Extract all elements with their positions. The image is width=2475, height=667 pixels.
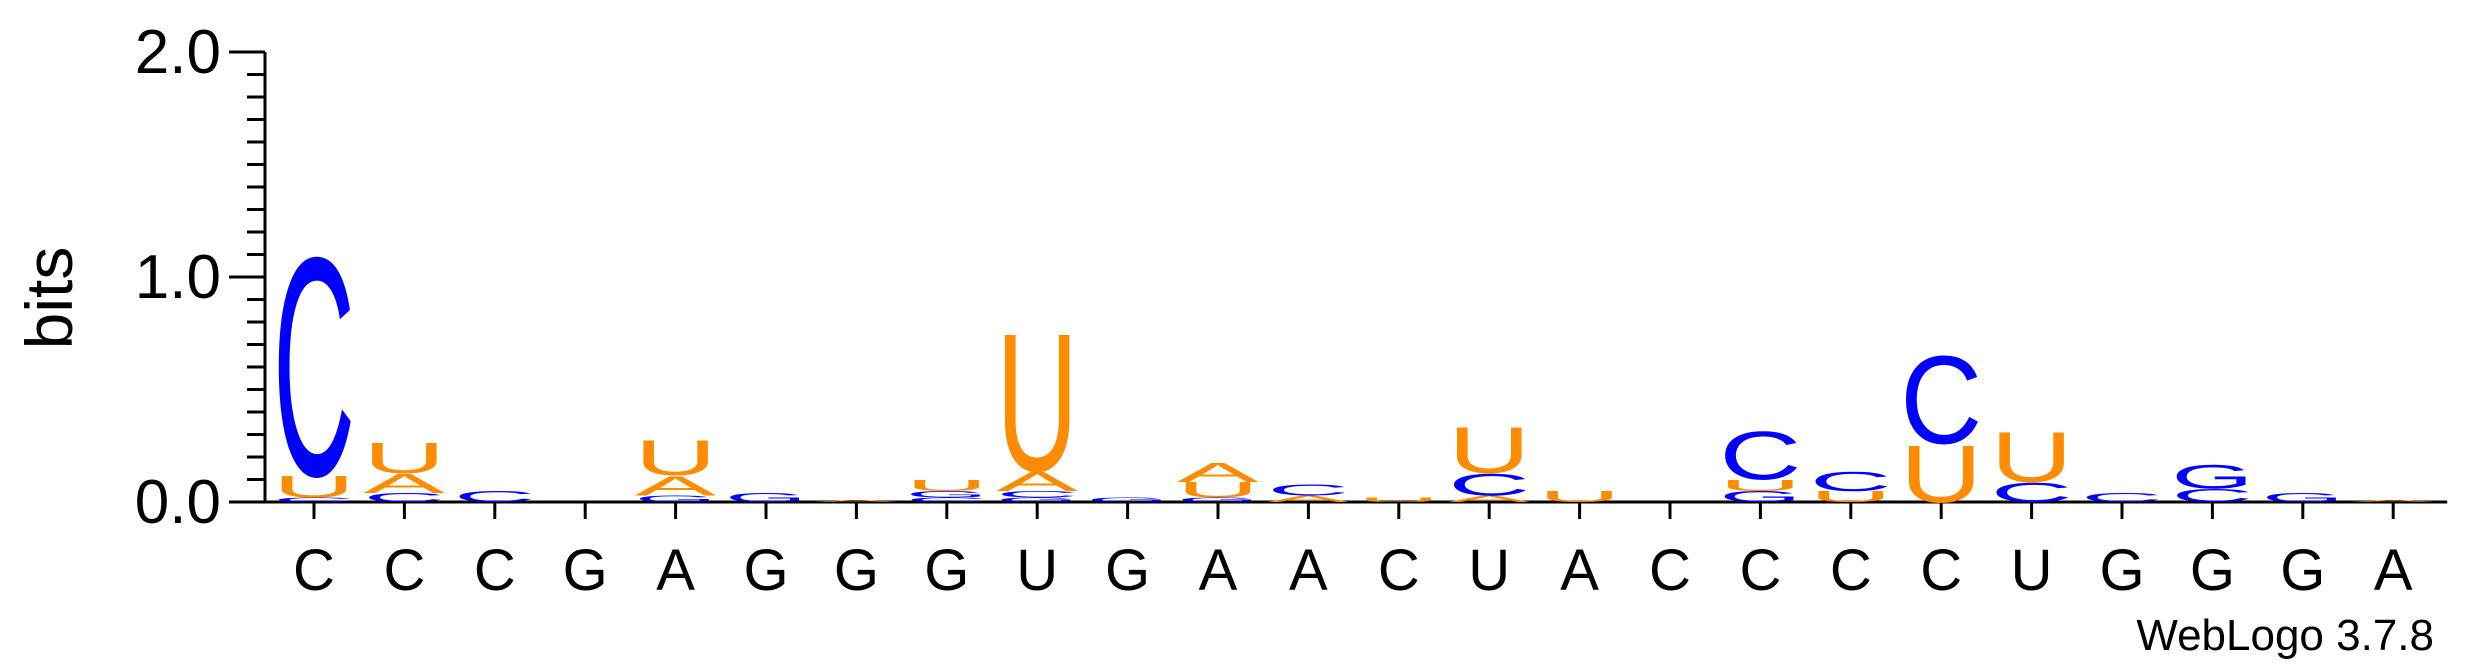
letter-stack: CU	[1991, 417, 2073, 508]
letter-C: C	[906, 496, 988, 503]
letter-C: C	[273, 496, 355, 503]
letter-stack: GUC	[1719, 417, 1801, 505]
x-tick-label: C	[474, 538, 516, 603]
letter-A: A	[815, 499, 897, 502]
letter-stack: UC	[1900, 331, 1982, 519]
letter-C: C	[2081, 491, 2163, 505]
x-tick-label: U	[2011, 538, 2053, 603]
letter-G: G	[2171, 457, 2253, 496]
x-tick-label: U	[1016, 538, 1058, 603]
x-tick-label: A	[2374, 538, 2413, 603]
letter-stack: G	[2262, 491, 2344, 505]
y-tick-label: 2.0	[135, 18, 221, 87]
x-tick-label: G	[2099, 538, 2144, 603]
letter-stack: CAU	[363, 434, 446, 505]
letter-A: A	[2352, 499, 2434, 502]
letter-stack: GAU	[635, 430, 718, 504]
letter-C: C	[1448, 467, 1530, 502]
letter-stack: G	[1087, 496, 1169, 503]
letter-G: G	[1087, 496, 1169, 503]
x-tick-label: A	[1289, 538, 1328, 603]
letter-stack: CG	[2171, 457, 2253, 506]
y-axis-label: bits	[12, 247, 86, 350]
letter-stack: AC	[1267, 481, 1349, 504]
letter-U: U	[1900, 429, 1982, 520]
letter-stack: UC	[1810, 465, 1892, 505]
x-tick-label: C	[1378, 538, 1420, 603]
letter-U: U	[1448, 413, 1530, 487]
letter-A: A	[1267, 494, 1349, 504]
letter-A: A	[996, 465, 1079, 496]
letter-stack: CGU	[906, 477, 988, 504]
letter-stack: A	[2352, 499, 2434, 502]
y-tick-label: 1.0	[135, 243, 221, 312]
x-tick-label: G	[2280, 538, 2325, 603]
letter-stack: U	[1539, 488, 1621, 505]
letter-C: C	[1900, 331, 1982, 470]
letter-U: U	[906, 477, 988, 494]
y-axis: 0.0 1.0 2.0	[135, 18, 267, 537]
weblogo-version-label: WebLogo 3.7.8	[2136, 611, 2434, 660]
letter-U: U	[1810, 488, 1892, 505]
letter-A: A	[1448, 494, 1530, 504]
x-tick-label: G	[1105, 538, 1150, 603]
letter-C: C	[1810, 465, 1892, 497]
letter-stack: A	[815, 499, 897, 502]
letter-A: A	[363, 468, 446, 499]
letter-U: U	[273, 469, 355, 504]
letter-U: U	[1177, 478, 1259, 502]
letter-G: G	[1719, 488, 1801, 505]
x-tick-label: C	[293, 538, 335, 603]
letter-C: C	[1991, 476, 2073, 508]
letter-G: G	[2262, 491, 2344, 505]
letter-U: U	[996, 294, 1078, 513]
letter-stack: CUC	[273, 192, 355, 542]
letter-G: G	[906, 489, 988, 500]
x-tick-label: U	[1468, 538, 1510, 603]
letter-A: A	[635, 470, 718, 501]
letter-C: C	[1719, 417, 1801, 494]
x-tick-label: G	[563, 538, 608, 603]
letter-G: G	[725, 491, 807, 505]
letter-C: C	[363, 491, 445, 505]
letter-stack: ACU	[1448, 413, 1530, 504]
letter-C: C	[2171, 485, 2253, 506]
letter-U: U	[363, 434, 445, 483]
letter-G: G	[635, 493, 717, 504]
letter-C: C	[454, 488, 536, 505]
letter-stack: GUA	[1177, 456, 1260, 503]
letter-A: A	[1177, 456, 1260, 487]
letter-U: U	[635, 430, 717, 486]
letter-stack: C	[2081, 491, 2163, 505]
y-tick-label: 0.0	[135, 468, 221, 537]
letter-stack: G	[725, 491, 807, 505]
x-tick-label: C	[1920, 538, 1962, 603]
x-tick-label: C	[1739, 538, 1781, 603]
letter-C: C	[1267, 481, 1349, 498]
letter-C: C	[273, 192, 355, 542]
x-tick-label: C	[383, 538, 425, 603]
x-tick-label: A	[1199, 538, 1238, 603]
x-tick-label: C	[1830, 538, 1872, 603]
x-tick-label: G	[2190, 538, 2235, 603]
letter-U: U	[1991, 417, 2073, 497]
x-tick-label: G	[924, 538, 969, 603]
x-tick-label: A	[656, 538, 695, 603]
letter-stack: C	[454, 488, 536, 505]
x-tick-label: G	[743, 538, 788, 603]
x-tick-label: G	[834, 538, 879, 603]
letter-U: U	[1719, 477, 1801, 494]
x-tick-label: C	[1649, 538, 1691, 603]
letter-stack: U	[1358, 496, 1440, 503]
letter-G: G	[1177, 496, 1259, 503]
letter-C: C	[996, 489, 1078, 499]
letter-U: U	[1358, 496, 1440, 503]
x-tick-label: A	[1560, 538, 1599, 603]
letter-U: U	[1539, 488, 1621, 505]
letter-G: G	[996, 496, 1078, 503]
